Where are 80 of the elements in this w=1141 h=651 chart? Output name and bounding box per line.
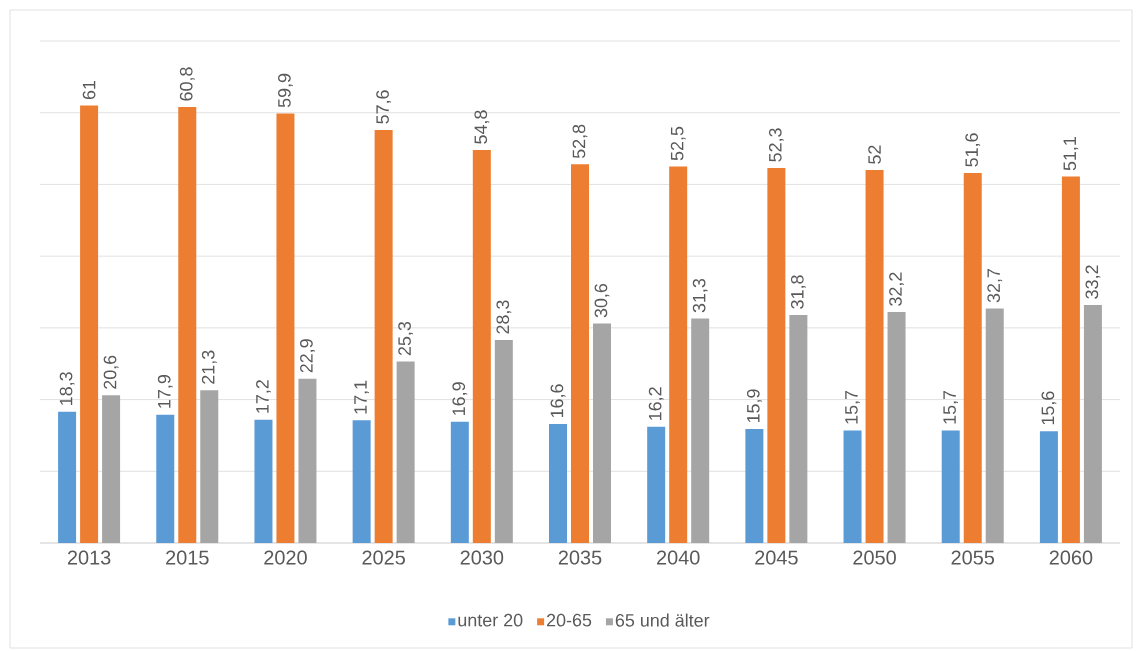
bar	[1039, 431, 1058, 543]
data-label: 21,3	[201, 350, 217, 384]
bar	[276, 113, 295, 543]
x-tick-label: 2055	[951, 550, 995, 565]
data-label: 15,9	[746, 389, 762, 423]
x-tick-label: 2035	[558, 550, 602, 565]
x-tick-label: 2013	[67, 550, 111, 565]
data-label: 20,6	[103, 355, 119, 389]
bar	[745, 428, 764, 543]
data-label: 17,1	[354, 380, 369, 414]
bar	[843, 430, 862, 543]
x-tick-label: 2045	[755, 550, 798, 565]
x-tick-label: 2040	[657, 550, 700, 565]
bar	[941, 430, 960, 543]
data-label: 54,8	[474, 110, 490, 144]
data-label: 57,6	[376, 90, 392, 124]
data-label: 33,2	[1085, 265, 1101, 299]
bar	[593, 323, 611, 543]
x-tick-label: 2050	[853, 550, 896, 565]
data-label: 51,6	[965, 133, 981, 167]
bar	[450, 421, 469, 543]
data-label: 25,3	[398, 321, 414, 356]
bar	[865, 170, 884, 543]
bar	[374, 129, 393, 543]
data-label: 32,2	[889, 272, 904, 306]
data-label: 17,2	[256, 380, 271, 413]
data-label: 59,9	[278, 73, 293, 108]
bar	[691, 318, 710, 543]
bar	[1083, 304, 1102, 543]
data-label: 31,3	[692, 278, 708, 313]
data-label: 52	[868, 145, 881, 164]
data-label: 52,5	[670, 126, 686, 161]
bar	[80, 105, 99, 543]
bar	[963, 172, 982, 543]
data-label: 22,9	[300, 339, 315, 373]
data-label: 16,6	[550, 384, 566, 418]
bar	[887, 312, 906, 543]
data-label: 17,9	[157, 375, 173, 408]
legend-label: 65 und älter	[615, 613, 710, 627]
data-label: 52,8	[572, 124, 588, 159]
data-label: 15,7	[943, 390, 959, 424]
data-label: 52,3	[768, 128, 784, 162]
x-tick-label: 2015	[166, 550, 209, 565]
data-label: 32,7	[987, 268, 1003, 303]
bar	[647, 426, 666, 543]
data-label: 61	[82, 80, 96, 100]
bar	[396, 361, 415, 543]
data-label: 60,8	[179, 67, 195, 101]
data-label: 16,9	[452, 382, 468, 415]
bar	[985, 308, 1004, 543]
bar	[254, 419, 273, 543]
bar	[767, 167, 786, 543]
x-tick-label: 2060	[1049, 550, 1093, 565]
legend-label: 20-65	[547, 613, 592, 627]
data-label: 15,6	[1041, 391, 1057, 425]
bar	[102, 395, 121, 543]
data-label: 18,3	[59, 372, 75, 405]
bar	[200, 390, 219, 543]
bar	[58, 411, 77, 543]
bar	[494, 340, 513, 543]
x-tick-label: 2030	[460, 550, 504, 565]
data-label: 51,1	[1063, 137, 1079, 171]
data-label: 15,7	[845, 390, 860, 424]
data-label: 30,6	[594, 283, 610, 318]
bar	[298, 378, 317, 543]
bar	[549, 423, 567, 543]
bar	[352, 420, 371, 543]
data-label: 28,3	[496, 300, 512, 334]
bar	[178, 106, 197, 543]
x-tick-label: 2025	[362, 550, 405, 565]
data-label: 31,8	[790, 275, 806, 309]
bar	[669, 166, 688, 543]
bar	[789, 314, 808, 543]
bar	[472, 150, 491, 543]
bar	[1061, 176, 1080, 543]
data-label: 16,2	[648, 387, 664, 420]
bar	[571, 164, 589, 543]
legend-label: unter 20	[458, 613, 523, 627]
x-tick-label: 2020	[264, 550, 307, 565]
bar	[156, 414, 175, 543]
